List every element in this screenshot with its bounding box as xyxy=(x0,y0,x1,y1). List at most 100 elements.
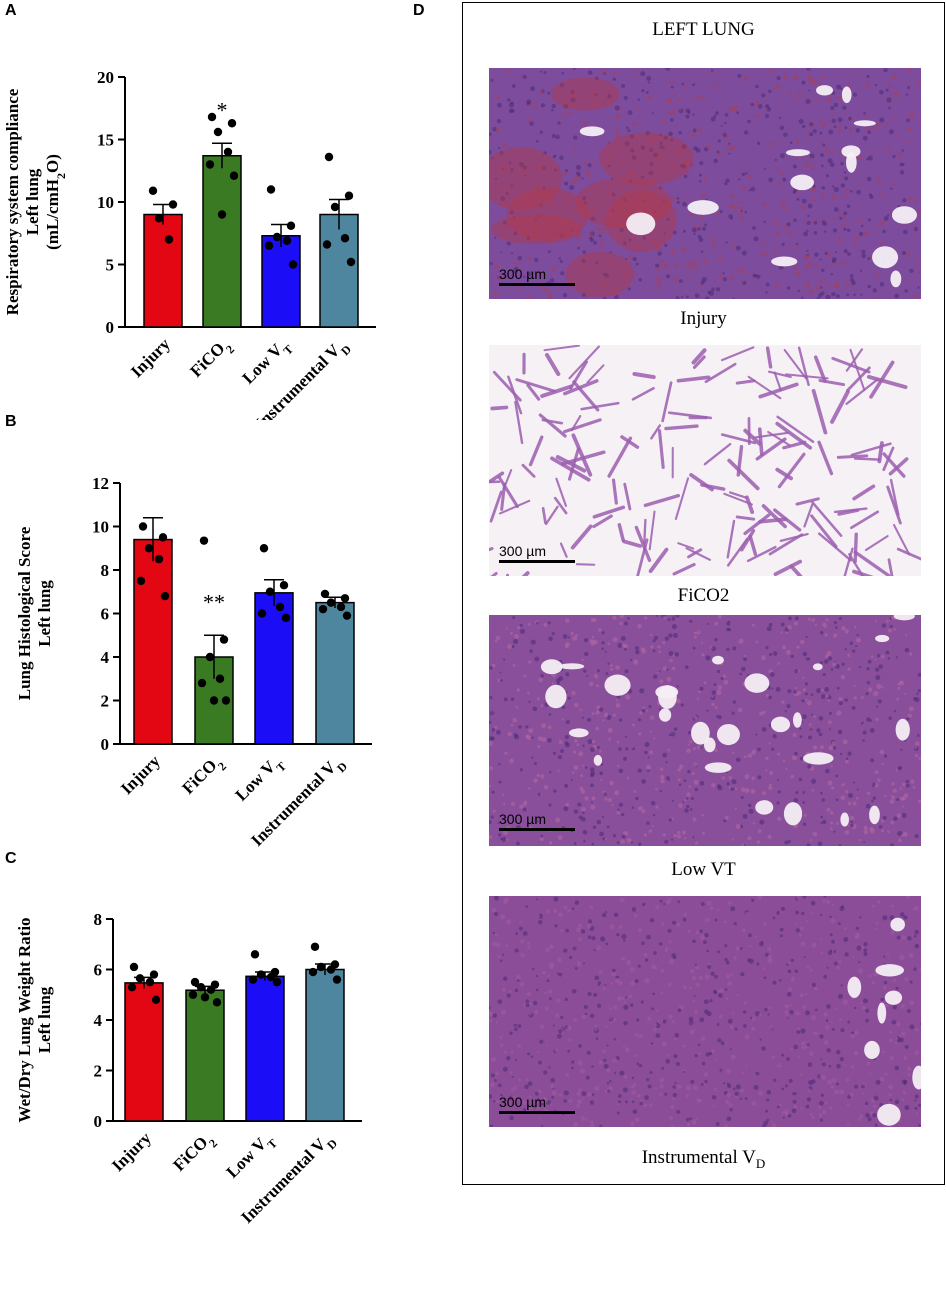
y-tick-label: 8 xyxy=(94,910,103,929)
data-point xyxy=(145,977,155,987)
data-point xyxy=(259,544,269,553)
x-category-label: Injury xyxy=(117,751,164,798)
micrograph-caption-instrumental-vd: Instrumental VD xyxy=(641,1147,766,1171)
x-category-label: Low VT xyxy=(223,1128,281,1186)
y-axis-title: Left lung xyxy=(35,986,54,1053)
y-tick-label: 0 xyxy=(94,1112,103,1131)
data-point xyxy=(205,160,215,169)
y-axis-title: Left lung xyxy=(23,168,42,235)
data-point xyxy=(288,260,298,269)
y-axis-title: Respiratory system compliance xyxy=(3,88,22,315)
data-point xyxy=(168,200,178,209)
micrograph-low-vt: 300 µm xyxy=(489,615,921,846)
data-point xyxy=(200,993,210,1002)
micrograph-panel: LEFT LUNG 300 µm Injury 300 µm FiCO2 300… xyxy=(462,2,945,1185)
data-point xyxy=(154,214,164,223)
y-tick-label: 2 xyxy=(101,692,110,711)
data-point xyxy=(154,554,164,564)
data-point xyxy=(257,609,267,618)
data-point xyxy=(250,950,260,959)
data-point xyxy=(264,241,274,250)
data-point xyxy=(275,602,285,612)
chart-b-histological-score: Lung Histological Score Left lung 0 2 4 6 8 10 1… xyxy=(15,474,372,850)
data-point xyxy=(342,611,352,620)
panel-label-c: C xyxy=(5,850,17,867)
x-category-label: FiCO2 xyxy=(186,334,237,385)
data-point xyxy=(219,635,229,644)
bar xyxy=(305,968,345,1122)
x-category-label: Low VT xyxy=(232,751,290,809)
data-point xyxy=(196,982,206,992)
data-point xyxy=(136,576,146,586)
data-point xyxy=(320,589,330,599)
data-point xyxy=(318,604,328,614)
y-axis-title: (mL/cmH2O) xyxy=(43,154,68,250)
y-tick-label: 6 xyxy=(94,961,103,980)
y-tick-label: 6 xyxy=(101,605,110,624)
bar xyxy=(245,975,285,1122)
data-point xyxy=(138,522,148,531)
x-category-label: Injury xyxy=(127,334,174,381)
bar xyxy=(133,538,173,745)
data-point xyxy=(322,240,332,249)
data-point xyxy=(215,674,225,683)
chart-a-compliance: Respiratory system compliance Left lung (m… xyxy=(3,68,376,420)
data-point xyxy=(199,536,209,545)
y-axis-title: Lung Histological Score xyxy=(15,526,34,700)
data-point xyxy=(213,127,223,137)
data-point xyxy=(256,970,266,979)
data-point xyxy=(310,942,320,951)
data-point xyxy=(135,974,145,983)
y-tick-label: 4 xyxy=(101,648,110,667)
data-point xyxy=(272,977,282,987)
data-point xyxy=(205,652,215,662)
bar xyxy=(185,989,225,1122)
data-point xyxy=(206,985,216,994)
bar xyxy=(319,213,359,328)
data-point xyxy=(340,234,350,243)
data-point xyxy=(212,998,222,1007)
data-point xyxy=(229,171,239,180)
micrograph-caption-injury: Injury xyxy=(680,308,727,329)
data-point xyxy=(265,587,275,596)
y-tick-label: 10 xyxy=(92,518,109,537)
y-tick-label: 0 xyxy=(101,735,110,754)
data-point xyxy=(266,185,276,194)
scale-bar: 300 µm xyxy=(499,811,575,831)
y-tick-label: 15 xyxy=(97,131,114,150)
data-point xyxy=(324,152,334,162)
data-point xyxy=(272,232,282,242)
data-point xyxy=(127,982,137,992)
data-point xyxy=(207,112,217,122)
data-point xyxy=(326,598,336,607)
panel-label-d: D xyxy=(413,2,425,19)
data-point xyxy=(330,202,340,212)
data-point xyxy=(223,147,233,157)
data-point xyxy=(164,235,174,244)
scale-bar-label: 300 µm xyxy=(499,1094,546,1110)
scale-bar-label: 300 µm xyxy=(499,543,546,559)
panel-label-b: B xyxy=(5,413,17,430)
data-point xyxy=(209,696,219,705)
data-point xyxy=(344,191,354,200)
data-point xyxy=(316,962,326,972)
y-tick-label: 0 xyxy=(106,318,115,337)
y-tick-label: 8 xyxy=(101,561,110,580)
data-point xyxy=(217,210,227,219)
x-category-label: Injury xyxy=(108,1128,155,1175)
micrograph-injury: 300 µm xyxy=(489,68,921,299)
micrograph-caption-fico2: FiCO2 xyxy=(677,585,730,606)
data-point xyxy=(188,990,198,999)
data-point xyxy=(158,533,168,542)
panel-label-a: A xyxy=(5,2,17,19)
scale-bar-label: 300 µm xyxy=(499,266,546,282)
data-point xyxy=(326,965,336,974)
data-point xyxy=(221,696,231,705)
micrograph-panel-title: LEFT LUNG xyxy=(652,19,755,40)
y-tick-label: 4 xyxy=(94,1011,103,1030)
data-point xyxy=(148,186,158,195)
y-tick-label: 12 xyxy=(92,474,109,493)
data-point xyxy=(346,257,356,267)
data-point xyxy=(227,119,237,128)
micrograph-caption-low-vt: Low VT xyxy=(671,859,736,880)
